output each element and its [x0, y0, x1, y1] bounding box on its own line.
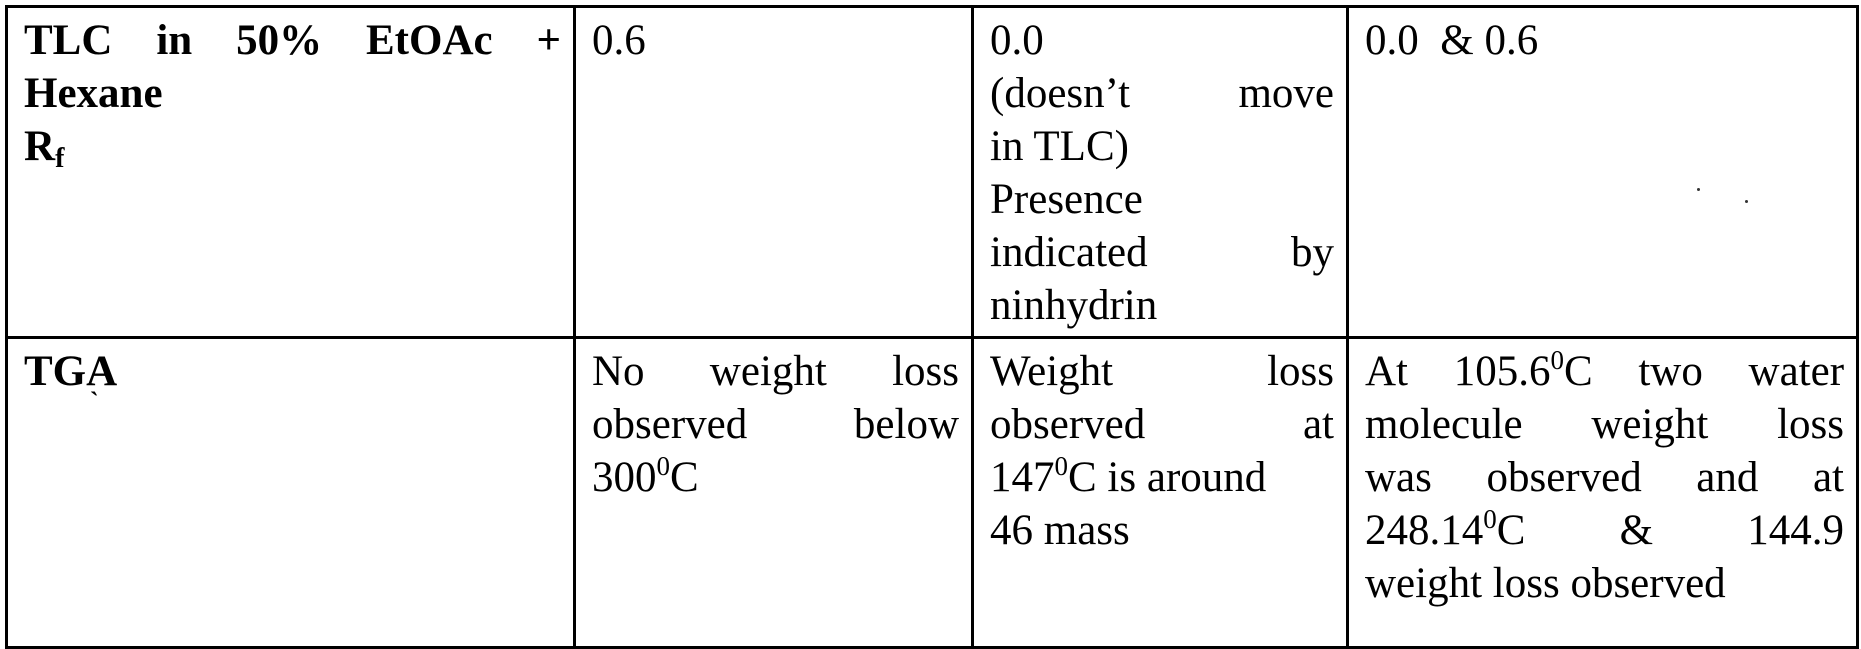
cell-tga-col4: At 105.60C two water molecule weight los… — [1348, 338, 1858, 648]
cell-tlc-col4: 0.0 & 0.6 — [1348, 7, 1858, 338]
properties-table: TLC in 50% EtOAc + Hexane Rf 0.6 0.0 (do… — [5, 5, 1859, 649]
cell-tlc-label: TLC in 50% EtOAc + Hexane Rf — [7, 7, 575, 338]
tga-col4-line: was observed and at — [1365, 451, 1844, 504]
tga-col3-line: Weight loss — [990, 345, 1334, 398]
tga-col4-line: 248.140C & 144.9 — [1365, 504, 1844, 557]
tga-col4-line: molecule weight loss — [1365, 398, 1844, 451]
temp-value: 147 — [990, 454, 1055, 501]
tlc-value: 0.6 — [592, 14, 959, 67]
temp-value: At 105.6 — [1365, 348, 1550, 395]
rf-label: Rf — [24, 120, 561, 173]
tlc-value: 0.0 & 0.6 — [1365, 14, 1844, 67]
temp-text: C is around — [1068, 454, 1266, 501]
cell-tlc-col3: 0.0 (doesn’t move in TLC) Presence indic… — [973, 7, 1348, 338]
degree-sup: 0 — [1055, 451, 1069, 481]
cell-tga-label: TGA ` — [7, 338, 575, 648]
tga-col3-line: observed at — [990, 398, 1334, 451]
temp-value: 248.14 — [1365, 507, 1483, 554]
rf-symbol: R — [24, 123, 55, 170]
stray-dot — [1745, 200, 1748, 203]
temp-text: C & 144.9 — [1497, 507, 1844, 554]
tga-col3-line: 46 mass — [990, 504, 1334, 557]
tga-mark: ` — [90, 389, 99, 415]
tlc-label-line: Hexane — [24, 67, 561, 120]
tga-col3-line: 1470C is around — [990, 451, 1334, 504]
rf-subscript: f — [55, 143, 64, 174]
tga-col4-line: At 105.60C two water — [1365, 345, 1844, 398]
table-row-tlc: TLC in 50% EtOAc + Hexane Rf 0.6 0.0 (do… — [7, 7, 1858, 338]
tga-col2-line: 3000C — [592, 451, 959, 504]
cell-tga-col2: No weight loss observed below 3000C — [575, 338, 973, 648]
temp-text: C two water — [1564, 348, 1844, 395]
tga-label-text: TGA — [24, 348, 117, 395]
stray-dot — [1697, 188, 1700, 191]
cell-tlc-col2: 0.6 — [575, 7, 973, 338]
temp-value: 300 — [592, 454, 657, 501]
degree-sup: 0 — [657, 451, 671, 481]
degree-sup: 0 — [1550, 345, 1564, 375]
tga-col2-line: No weight loss — [592, 345, 959, 398]
table-row-tga: TGA ` No weight loss observed below 3000… — [7, 338, 1858, 648]
tlc-col3-line: indicated by — [990, 226, 1334, 279]
temp-unit: C — [670, 454, 699, 501]
tlc-label-line: TLC in 50% EtOAc + — [24, 14, 561, 67]
tlc-col3-line: (doesn’t move — [990, 67, 1334, 120]
tga-label: TGA ` — [24, 345, 117, 398]
degree-sup: 0 — [1483, 504, 1497, 534]
cell-tga-col3: Weight loss observed at 1470C is around … — [973, 338, 1348, 648]
tlc-col3-line: Presence — [990, 173, 1334, 226]
tlc-col3-line: 0.0 — [990, 14, 1334, 67]
tlc-col3-line: ninhydrin — [990, 279, 1334, 332]
tga-col2-line: observed below — [592, 398, 959, 451]
tlc-col3-line: in TLC) — [990, 120, 1334, 173]
tga-col4-line: weight loss observed — [1365, 557, 1844, 610]
